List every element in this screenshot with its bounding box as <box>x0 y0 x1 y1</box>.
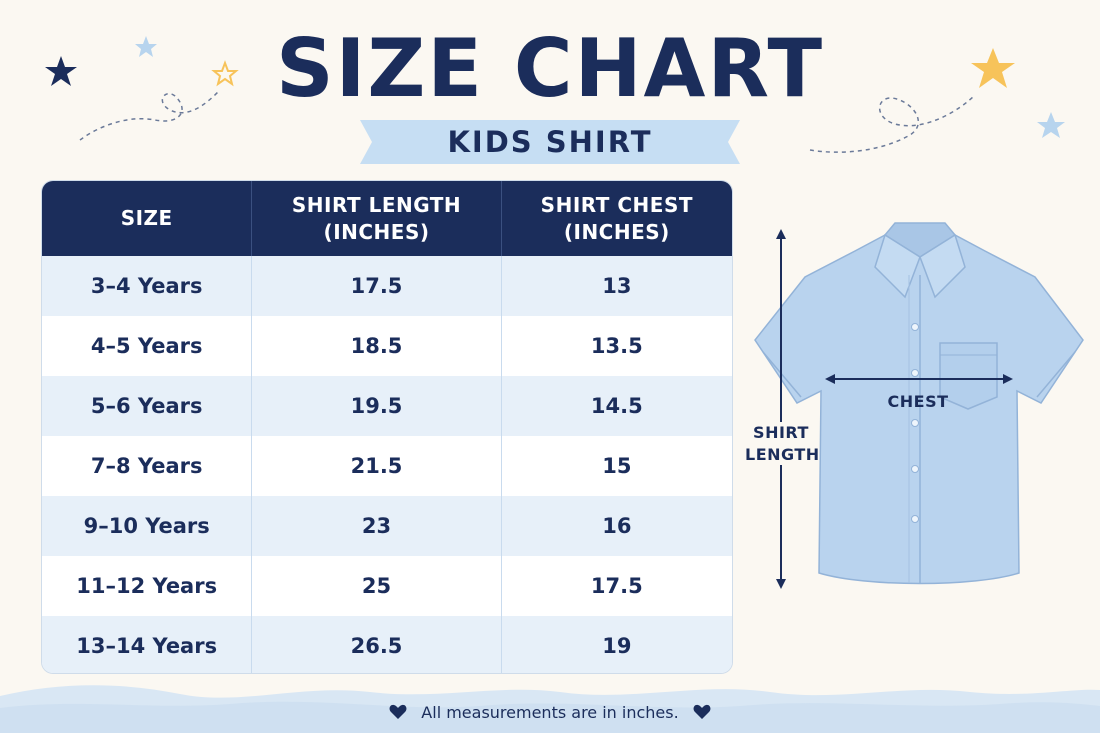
footer-note: All measurements are in inches. <box>0 700 1100 724</box>
cell-chest: 13 <box>500 256 732 316</box>
ribbon-shape <box>360 120 740 164</box>
cell-length: 26.5 <box>251 616 500 673</box>
table-row: 7–8 Years 21.5 15 <box>42 436 732 496</box>
cell-size: 7–8 Years <box>90 454 203 478</box>
subtitle-ribbon: KIDS SHIRT <box>360 118 740 166</box>
cell-chest: 17.5 <box>500 556 732 616</box>
shirt-length-label: SHIRT LENGTH <box>745 422 820 466</box>
star-icon <box>135 36 157 57</box>
cell-length: 19.5 <box>251 376 500 436</box>
table-row: 3–4 Years 17.5 13 <box>42 256 732 316</box>
cell-length: 25 <box>251 556 500 616</box>
cell-length: 23 <box>251 496 500 556</box>
footer-text: All measurements are in inches. <box>421 702 679 722</box>
button-dot <box>911 419 919 427</box>
table-row: 9–10 Years 23 16 <box>42 496 732 556</box>
table-body: 3–4 Years 17.5 13 4–5 Years 18.5 13.5 5–… <box>42 256 732 673</box>
table-row: 11–12 Years 25 17.5 <box>42 556 732 616</box>
cell-length: 17.5 <box>251 256 500 316</box>
cell-size: 4–5 Years <box>90 334 203 358</box>
subtitle: KIDS SHIRT <box>447 125 653 159</box>
header-size: SIZE <box>120 206 173 230</box>
button-dot <box>911 515 919 523</box>
cell-chest: 16 <box>500 496 732 556</box>
header-shirt-length: SHIRT LENGTH (INCHES) <box>251 181 500 256</box>
cell-size: 13–14 Years <box>76 634 218 658</box>
button-dot <box>911 323 919 331</box>
cell-length: 18.5 <box>251 316 500 376</box>
size-table: SIZE SHIRT LENGTH (INCHES) SHIRT CHEST (… <box>41 180 733 674</box>
cell-chest: 15 <box>500 436 732 496</box>
star-icon <box>45 56 77 86</box>
decorative-stars-left <box>45 36 239 141</box>
cell-chest: 19 <box>500 616 732 673</box>
cell-size: 5–6 Years <box>90 394 203 418</box>
heart-icon <box>389 704 407 719</box>
heart-icon <box>693 704 711 719</box>
table-row: 5–6 Years 19.5 14.5 <box>42 376 732 436</box>
decorative-waves <box>0 685 1100 733</box>
cell-size: 3–4 Years <box>90 274 203 298</box>
cell-size: 9–10 Years <box>83 514 210 538</box>
shirt-measurement-diagram: CHEST SHIRT LENGTH <box>745 215 1090 600</box>
shirt-illustration <box>754 222 1084 589</box>
chest-label: CHEST <box>887 392 949 411</box>
decorative-stars-right <box>809 48 1065 153</box>
page-title: SIZE CHART <box>275 22 825 115</box>
cell-length: 21.5 <box>251 436 500 496</box>
table-row: 4–5 Years 18.5 13.5 <box>42 316 732 376</box>
table-header: SIZE SHIRT LENGTH (INCHES) SHIRT CHEST (… <box>42 181 732 256</box>
cell-chest: 13.5 <box>500 316 732 376</box>
header-shirt-chest: SHIRT CHEST (INCHES) <box>500 181 732 256</box>
star-icon <box>211 60 239 87</box>
star-icon <box>1037 112 1065 138</box>
button-dot <box>911 465 919 473</box>
table-row: 13–14 Years 26.5 19 <box>42 616 732 673</box>
button-dot <box>911 369 919 377</box>
cell-size: 11–12 Years <box>76 574 218 598</box>
cell-chest: 14.5 <box>500 376 732 436</box>
star-icon <box>971 48 1015 88</box>
